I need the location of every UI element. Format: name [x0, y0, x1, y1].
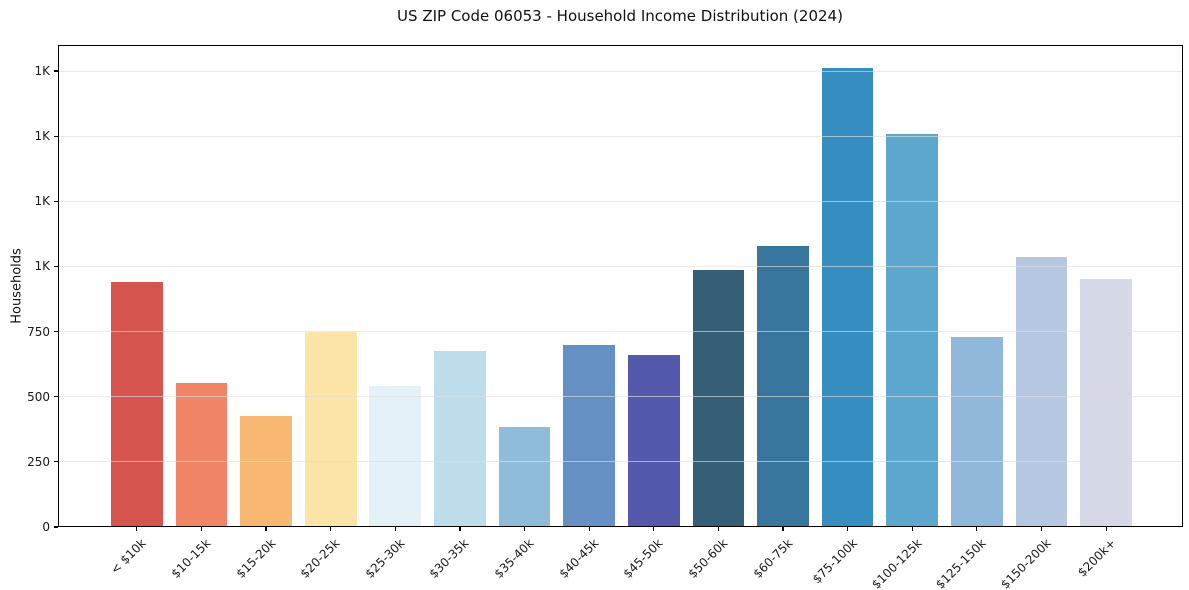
x-tick-label: $40-45k [556, 536, 602, 581]
x-tick-label: $50-60k [685, 536, 731, 581]
x-tick-label: $150-200k [997, 536, 1054, 590]
grid-layer [58, 45, 1183, 527]
gridline-y-1250 [58, 200, 1183, 202]
gridline-y-1750 [58, 70, 1183, 72]
x-tick-label: $25-30k [362, 536, 408, 581]
bar-7 [563, 344, 615, 527]
bar-14 [1015, 256, 1068, 527]
x-tick-label: $200k+ [1074, 536, 1119, 580]
y-axis-label: Households [9, 248, 25, 324]
gridline-y-500 [58, 396, 1183, 398]
x-tick-mark [394, 527, 396, 531]
y-tick-label: 500 [27, 389, 50, 404]
x-tick-mark [200, 527, 203, 531]
y-tick-mark [54, 526, 58, 528]
x-tick-mark [265, 527, 267, 531]
y-tick-mark [54, 70, 58, 72]
bar-1 [175, 382, 228, 527]
gridline-y-1000 [58, 265, 1183, 267]
x-tick-mark [976, 527, 978, 531]
gridline-y-750 [58, 331, 1183, 333]
x-tick-label: $75-100k [809, 536, 860, 587]
x-tick-label: $60-75k [750, 536, 795, 581]
x-tick-mark [847, 527, 849, 531]
x-tick-mark [911, 527, 913, 531]
y-tick-mark [54, 265, 58, 268]
y-tick-label: 0 [42, 520, 50, 534]
x-tick-label: $15-20k [233, 536, 278, 581]
x-tick-mark [588, 527, 590, 531]
x-tick-mark [717, 527, 719, 531]
x-tick-mark [1105, 527, 1107, 531]
y-tick-label: 1K [34, 194, 50, 209]
gridline-y-250 [58, 461, 1183, 463]
x-tick-label: $125-150k [933, 536, 989, 590]
bar-5 [434, 350, 486, 527]
x-tick-label: $35-40k [491, 536, 537, 581]
chart-title: US ZIP Code 06053 - Household Income Dis… [397, 7, 843, 25]
bar-6 [498, 427, 551, 527]
y-tick-label: 750 [27, 324, 50, 339]
bar-0 [110, 282, 163, 527]
gridline-y-1500 [58, 135, 1183, 137]
bar-2 [240, 415, 292, 527]
y-tick-mark [54, 330, 58, 333]
x-tick-label: $45-50k [620, 536, 666, 581]
x-tick-mark [653, 527, 655, 531]
x-tick-label: $10-15k [168, 536, 214, 581]
x-tick-mark [1040, 527, 1043, 531]
x-tick-mark [330, 527, 332, 531]
x-tick-label: < $10k [107, 536, 149, 577]
bar-4 [369, 385, 422, 527]
y-tick-mark [54, 396, 58, 398]
y-tick-mark [54, 461, 58, 463]
bar-15 [1080, 278, 1132, 527]
plot-area [58, 45, 1183, 527]
bar-13 [951, 336, 1003, 527]
y-tick-mark [54, 135, 58, 137]
bar-11 [821, 67, 874, 527]
y-tick-label: 250 [27, 454, 50, 469]
bar-3 [304, 332, 357, 527]
x-tick-mark [782, 527, 784, 531]
x-tick-label: $100-125k [868, 536, 925, 590]
x-tick-mark [136, 527, 138, 531]
x-tick-label: $30-35k [426, 536, 472, 581]
x-tick-mark [459, 527, 461, 531]
y-tick-label: 1K [34, 259, 50, 274]
bar-10 [757, 246, 809, 527]
x-tick-mark [523, 527, 526, 531]
bar-8 [627, 354, 680, 527]
bar-9 [692, 269, 745, 527]
x-tick-label: $20-25k [297, 536, 343, 581]
y-tick-label: 1K [34, 64, 50, 79]
y-tick-label: 1K [34, 129, 50, 144]
y-tick-mark [54, 200, 58, 202]
